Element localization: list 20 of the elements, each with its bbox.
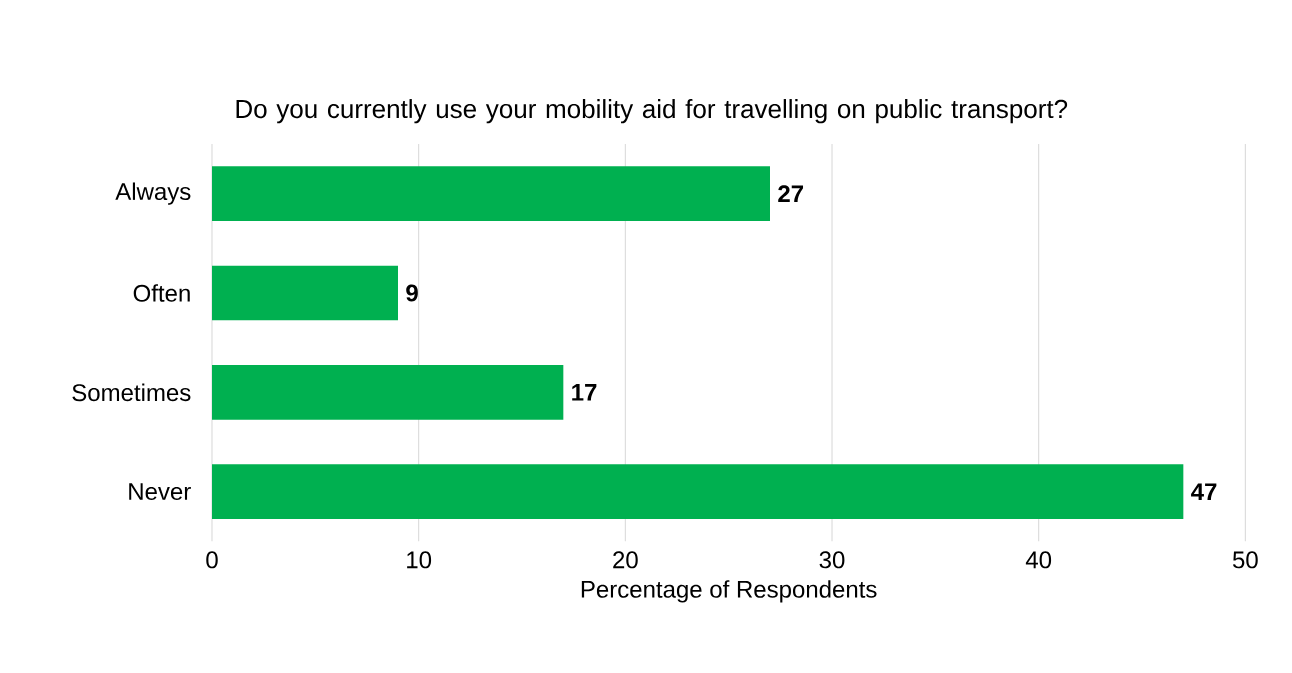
y-tick-label: Always — [115, 182, 191, 205]
x-tick-label: 30 — [819, 551, 845, 569]
data-label: 27 — [778, 185, 804, 202]
data-label: 17 — [572, 383, 597, 401]
x-tick-label: 20 — [613, 551, 638, 569]
x-tick-label: 40 — [1025, 551, 1052, 569]
chart-title: Do you currently use your mobility aid for travelling on public transport? — [236, 98, 1068, 124]
data-label: 47 — [1191, 483, 1217, 500]
y-tick-label: Often — [133, 284, 190, 302]
bar — [212, 364, 564, 420]
x-tick-label: 0 — [206, 551, 218, 569]
x-axis-title: Percentage of Respondents — [581, 580, 877, 603]
bar — [212, 166, 770, 221]
y-tick-label: Never — [129, 483, 191, 500]
x-tick-label: 10 — [407, 551, 432, 569]
data-label: 9 — [406, 284, 418, 302]
bar — [212, 265, 398, 321]
y-tick-label: Sometimes — [72, 383, 191, 401]
x-tick-label: 50 — [1232, 551, 1258, 569]
bar — [212, 464, 1184, 519]
